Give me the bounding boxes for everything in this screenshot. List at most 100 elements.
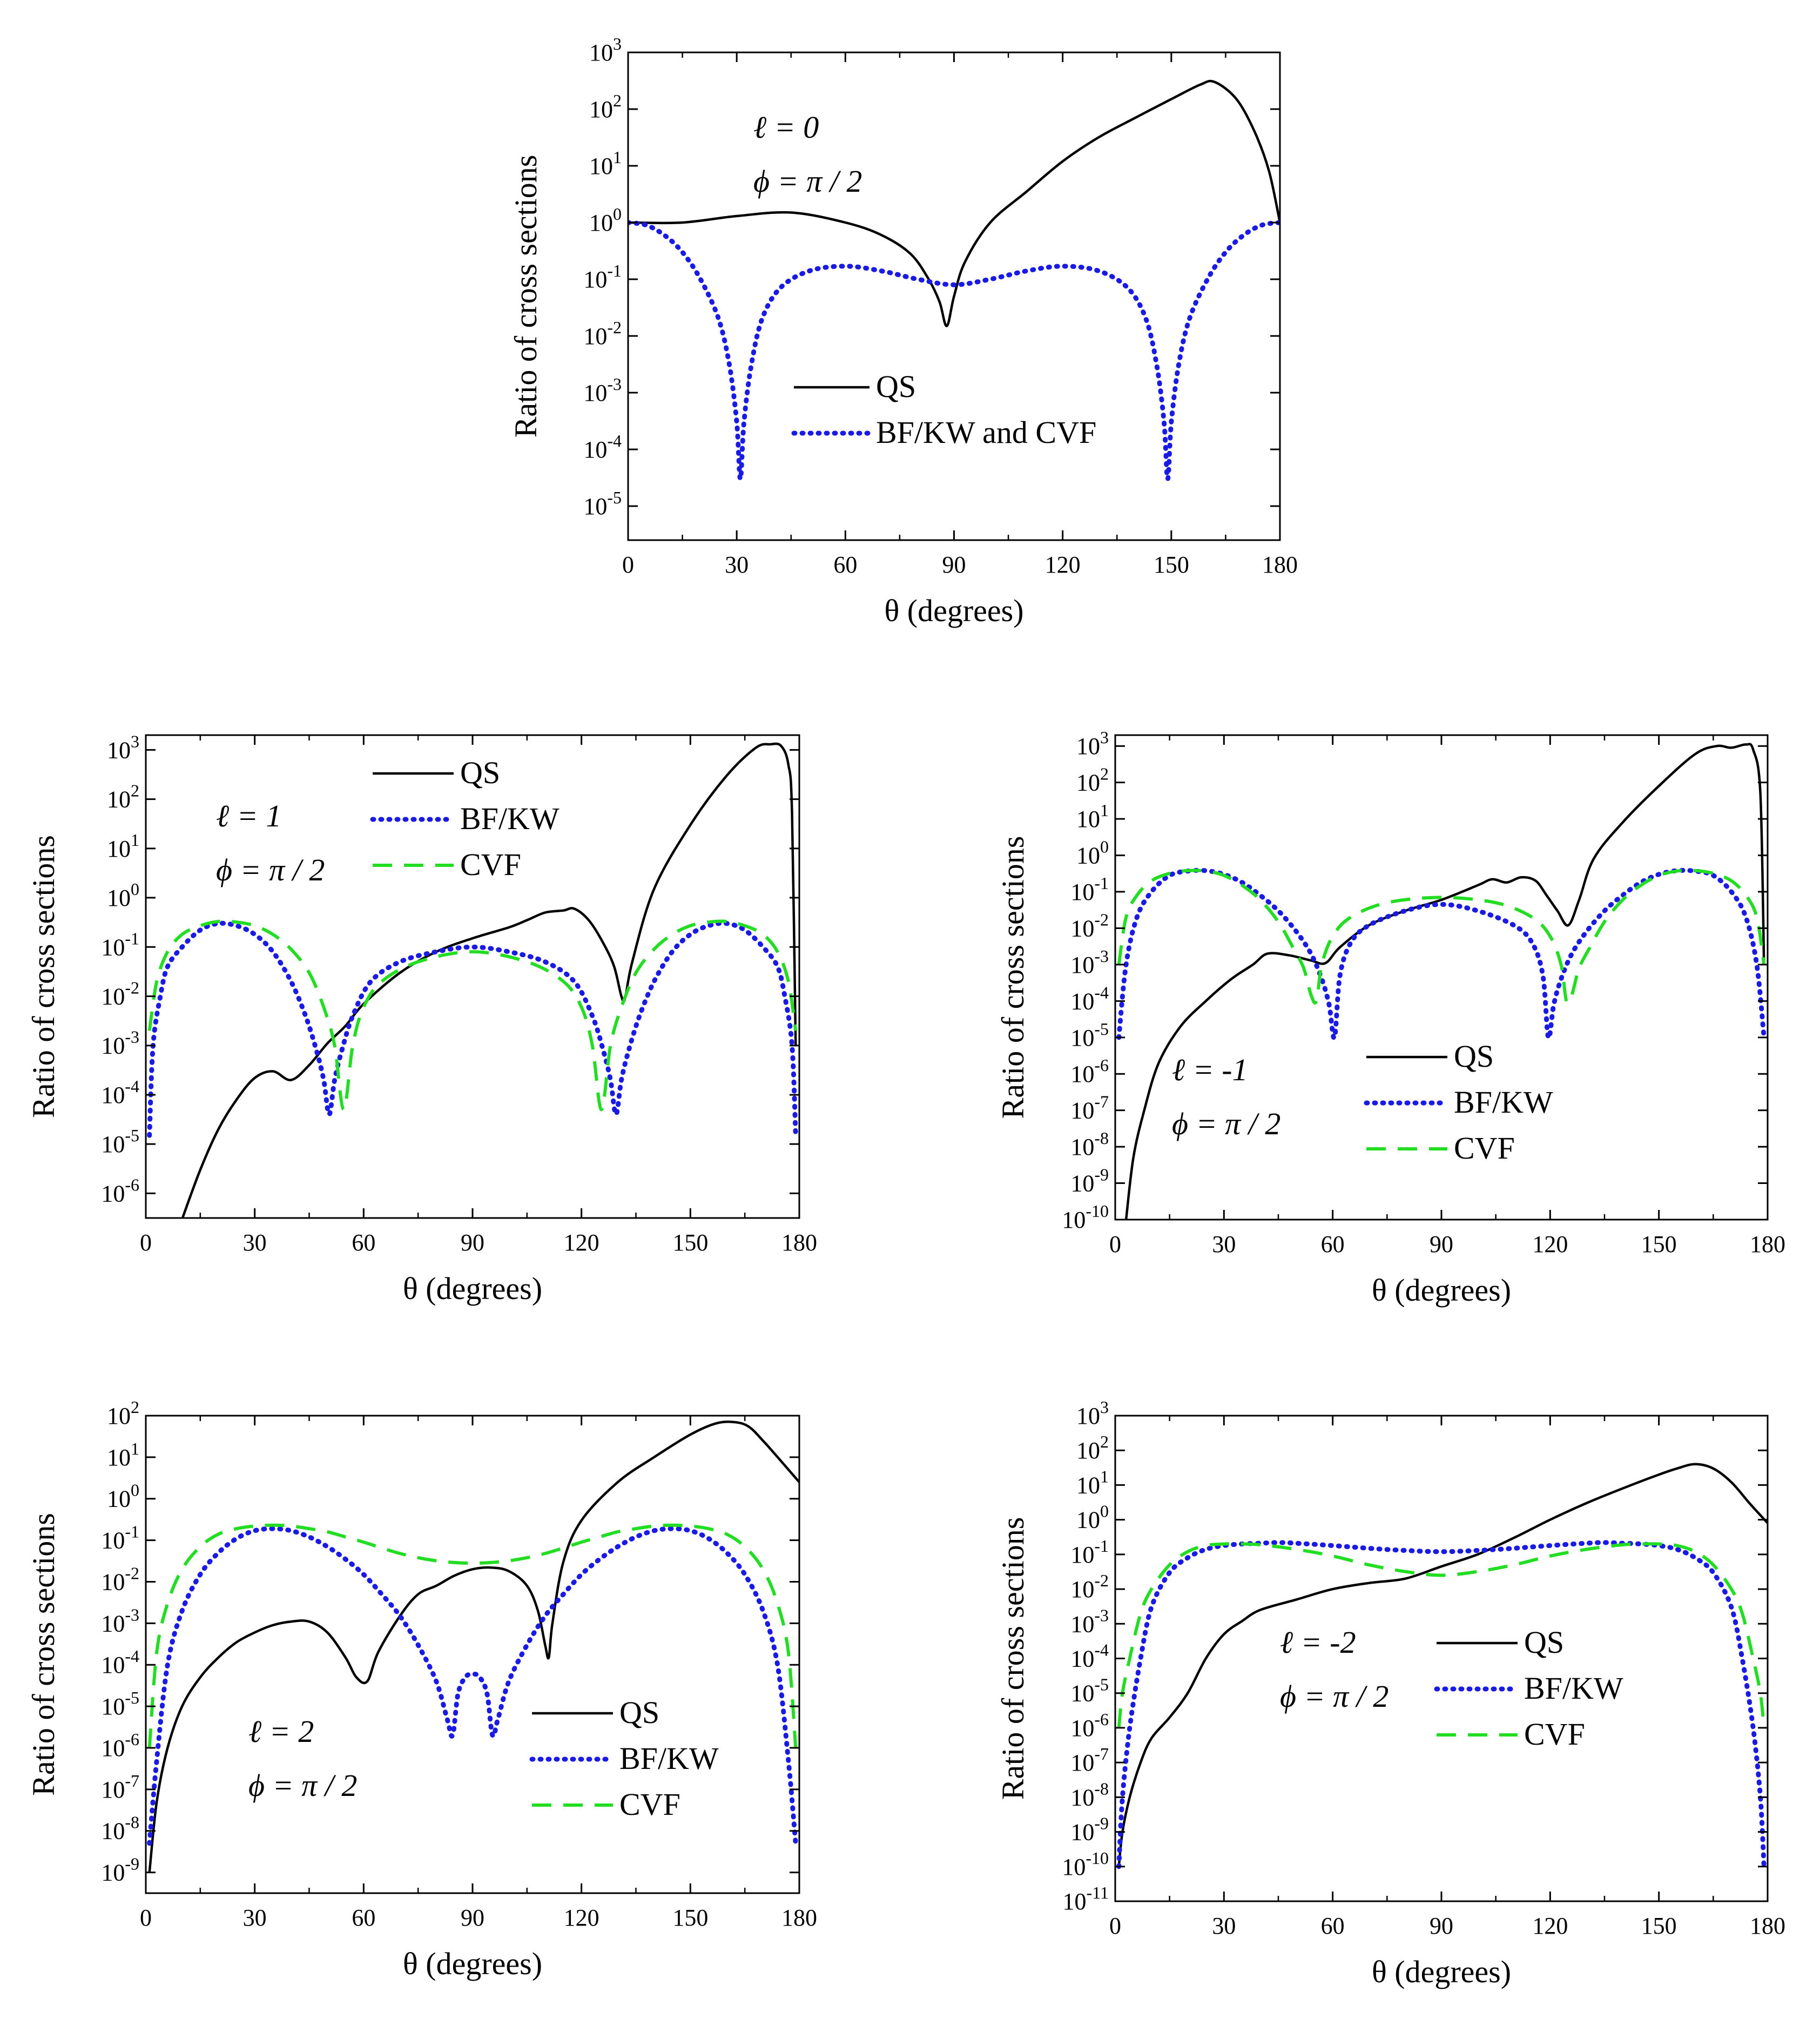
y-tick-label: 10-1	[101, 928, 139, 960]
x-tick-label: 30	[243, 1904, 267, 1931]
series-line-bf-kw	[147, 920, 798, 1138]
y-tick-label: 10-2	[101, 978, 139, 1010]
y-tick-label: 103	[589, 34, 622, 66]
x-tick-label: 60	[352, 1904, 375, 1931]
x-tick-label: 120	[1532, 1913, 1568, 1939]
y-tick-label: 10-2	[101, 1563, 139, 1595]
series-line-qs	[1117, 1463, 1768, 1867]
y-tick-label: 100	[1076, 1502, 1109, 1533]
x-tick-label: 120	[1045, 551, 1081, 578]
y-tick-label: 10-7	[101, 1771, 139, 1803]
x-tick-label: 60	[1321, 1231, 1345, 1257]
legend-label: CVF	[1524, 1717, 1585, 1752]
series-line-bf-kw	[1116, 867, 1767, 1041]
legend-label: BF/KW	[1454, 1085, 1553, 1120]
y-tick-label: 10-6	[1070, 1055, 1109, 1087]
x-tick-label: 150	[1154, 551, 1189, 578]
y-tick-label: 100	[107, 879, 139, 911]
y-tick-label: 10-2	[1070, 1571, 1109, 1603]
y-tick-label: 10-1	[583, 261, 622, 293]
annotation-phi: ϕ = π / 2	[753, 164, 862, 199]
series-line-qs	[148, 1421, 799, 1873]
y-axis-label: Ratio of cross sections	[26, 1513, 61, 1796]
y-tick-label: 100	[589, 204, 622, 236]
x-tick-label: 0	[1109, 1913, 1121, 1939]
y-axis-label: Ratio of cross sections	[995, 836, 1030, 1119]
y-tick-label: 103	[1076, 1397, 1109, 1429]
annotation-ell: ℓ = 1	[216, 798, 281, 833]
y-tick-label: 10-9	[1070, 1165, 1109, 1197]
x-axis-label: θ (degrees)	[1372, 1273, 1511, 1308]
annotation-phi: ϕ = π / 2	[1280, 1679, 1388, 1714]
x-tick-label: 90	[461, 1229, 484, 1256]
x-tick-label: 0	[622, 551, 634, 578]
series-line-cvf	[147, 919, 798, 1112]
x-tick-label: 60	[1321, 1913, 1345, 1939]
x-axis-label: θ (degrees)	[884, 593, 1023, 628]
y-tick-label: 102	[1076, 764, 1109, 796]
legend-label: QS	[619, 1695, 659, 1730]
y-tick-label: 10-5	[101, 1126, 139, 1157]
series-line-bf-kw	[147, 1526, 798, 1846]
y-tick-label: 10-6	[101, 1175, 139, 1207]
y-tick-label: 101	[107, 830, 139, 862]
y-tick-label: 103	[107, 731, 139, 763]
y-tick-label: 102	[107, 1397, 139, 1429]
chart-panel-l0: 0 30 60 90 120 150 180 10-5 10-4 10-3 10-2 10-1 100 1…	[508, 34, 1298, 628]
series-line-bf-kw-and-cvf	[628, 220, 1280, 482]
plot-frame	[145, 1415, 800, 1894]
y-tick-label: 10-1	[1070, 873, 1109, 905]
x-tick-label: 180	[1750, 1231, 1785, 1257]
chart-panel-lm1: 0 30 60 90 120 150 180 10-10 10-9 10-8 10-7 10-6 10-…	[995, 728, 1785, 1308]
y-tick-label: 10-6	[101, 1729, 139, 1761]
x-tick-label: 120	[1532, 1231, 1568, 1257]
chart-panel-lm2: 0 30 60 90 120 150 18010-1110-1010-910-810-710…	[995, 1397, 1785, 1989]
y-tick-label: 10-3	[1070, 946, 1109, 978]
y-tick-label: 10-2	[583, 318, 622, 349]
x-tick-label: 60	[833, 551, 857, 578]
y-tick-label: 10-2	[1070, 910, 1109, 941]
x-tick-label: 120	[564, 1904, 599, 1931]
legend-label: QS	[1454, 1039, 1494, 1074]
chart-panel-l1: 0 30 60 90 120 150 180 10-6 10-5 10-4 10-3 10-2 10-1…	[26, 731, 817, 1306]
y-tick-label: 102	[589, 91, 622, 123]
x-tick-label: 30	[243, 1229, 267, 1256]
y-tick-label: 100	[1076, 837, 1109, 869]
y-tick-label: 10-4	[101, 1076, 139, 1108]
y-tick-label: 10-11	[1063, 1883, 1109, 1915]
x-tick-label: 30	[1212, 1913, 1236, 1939]
y-tick-label: 10-5	[1070, 1019, 1109, 1051]
x-axis-label: θ (degrees)	[403, 1946, 542, 1981]
legend-label: QS	[1524, 1625, 1564, 1660]
x-tick-label: 150	[1641, 1913, 1677, 1939]
legend-label: BF/KW	[460, 801, 560, 836]
y-tick-label: 10-3	[101, 1605, 139, 1637]
plot-frame	[1114, 1415, 1769, 1902]
legend-label: BF/KW and CVF	[876, 415, 1096, 450]
series-line-cvf	[1117, 1542, 1766, 1728]
y-tick-label: 10-1	[1070, 1536, 1109, 1568]
annotation-ell: ℓ = 2	[248, 1714, 314, 1749]
series-line-qs	[181, 742, 797, 1218]
x-axis-label: θ (degrees)	[1372, 1954, 1511, 1989]
y-tick-label: 10-3	[1070, 1605, 1109, 1637]
x-tick-label: 120	[564, 1229, 599, 1256]
y-tick-label: 100	[107, 1480, 139, 1512]
y-axis-label: Ratio of cross sections	[995, 1517, 1030, 1800]
x-tick-label: 180	[781, 1229, 817, 1256]
x-tick-label: 90	[942, 551, 966, 578]
x-tick-label: 90	[461, 1904, 484, 1931]
x-axis-label: θ (degrees)	[403, 1271, 542, 1306]
y-tick-label: 10-10	[1062, 1201, 1109, 1233]
series-line-qs	[628, 79, 1280, 327]
y-tick-label: 10-4	[1070, 1640, 1109, 1672]
y-axis-label: Ratio of cross sections	[26, 835, 61, 1118]
x-tick-label: 0	[140, 1904, 152, 1931]
y-tick-label: 101	[1076, 1466, 1109, 1498]
legend-label: QS	[460, 755, 500, 790]
annotation-phi: ϕ = π / 2	[1172, 1106, 1280, 1141]
y-tick-label: 101	[1076, 800, 1109, 832]
legend-label: CVF	[619, 1787, 680, 1822]
series-line-qs	[1124, 743, 1765, 1220]
